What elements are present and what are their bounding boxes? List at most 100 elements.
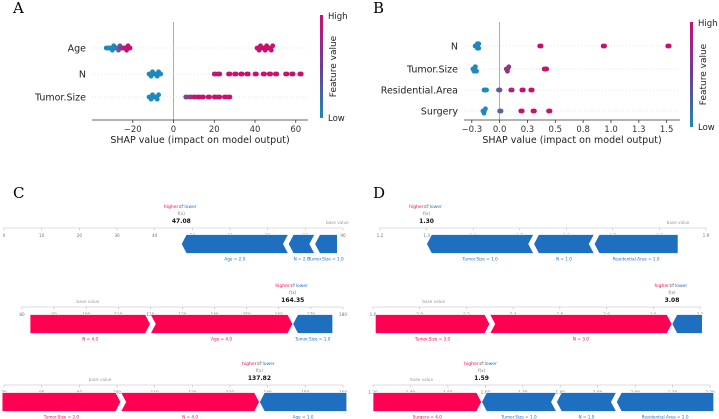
shap-point: [154, 96, 160, 102]
feature-label: Tumor.Size: [406, 65, 458, 76]
force-plot-D2: 1.82.02.22.42.62.83.03.2base valuehigher…: [370, 282, 704, 342]
colorbar-title: Feature value: [329, 35, 339, 97]
force-segment-negative: [287, 234, 316, 254]
legend-lower: lower: [296, 283, 308, 289]
force-tick-label: 1.8: [370, 312, 377, 317]
force-segment-positive: [29, 314, 151, 334]
force-feature-label: Tumor.Size = 1.0: [500, 415, 537, 419]
shap-point: [156, 92, 162, 98]
fx-label: f(x): [423, 211, 431, 216]
force-tick-label: 80: [19, 312, 25, 317]
shap-point: [207, 94, 212, 100]
force-feature-label: N = 1.0: [556, 257, 572, 262]
colorbar-title: Feature value: [699, 43, 709, 105]
force-tick-label: 1.80: [556, 390, 566, 395]
legend-arrows: ⇄: [424, 203, 429, 210]
feature-label: N: [451, 42, 458, 53]
legend-lower: lower: [675, 283, 687, 289]
legend-higher: higher: [275, 283, 290, 289]
shap-point: [509, 87, 515, 93]
base-value-label: base value: [326, 220, 349, 225]
colorbar: [690, 22, 693, 127]
force-feature-label: Residential.Area = 1.0: [613, 257, 660, 262]
shap-point: [547, 108, 553, 114]
force-feature-label: Age = 2.0: [224, 257, 245, 262]
shap-point: [474, 41, 480, 47]
x-tick-label: 40: [250, 125, 261, 135]
force-segment-negative: [671, 314, 703, 334]
colorbar: [320, 15, 323, 118]
shap-point: [532, 108, 537, 114]
x-tick-label: 60: [290, 125, 301, 135]
panel-label-d: D: [373, 184, 385, 202]
legend-higher: higher: [464, 361, 479, 367]
fx-value: 1.30: [419, 218, 434, 225]
shap-point: [298, 71, 304, 77]
force-segment-positive: [149, 314, 294, 334]
force-segment-negative: [259, 392, 348, 412]
shap-point: [245, 71, 251, 77]
force-tick-label: 100: [113, 390, 121, 395]
colorbar-low-label: Low: [698, 123, 715, 133]
legend-arrows: ⇄: [179, 203, 184, 210]
colorbar-low-label: Low: [328, 114, 345, 124]
base-value-label: base value: [89, 377, 112, 382]
colorbar-high-label: High: [698, 19, 718, 29]
feature-label: Tumor.Size: [34, 93, 86, 104]
force-feature-label: Age = 4.0: [211, 337, 232, 342]
force-segment-negative: [180, 234, 289, 254]
force-feature-label: Tumor.Size = 1.0: [461, 257, 498, 262]
fx-value: 137.82: [248, 375, 271, 382]
force-feature-label: N = 4.0: [182, 415, 198, 419]
fx-value: 3.08: [665, 297, 680, 304]
shap-point: [538, 43, 544, 49]
force-feature-label: Tumor.Size = 2.0: [43, 415, 80, 419]
shap-point: [201, 94, 206, 100]
force-tick-label: 40: [152, 233, 158, 238]
x-axis-label: SHAP value (impact on model output): [482, 135, 661, 146]
base-value-label: base value: [422, 299, 445, 304]
x-tick-label: −0.3: [461, 125, 482, 135]
shap-point: [497, 87, 503, 93]
force-plot-C3: 708090100110120130140150160base valuehig…: [1, 360, 347, 419]
shap-point: [239, 71, 245, 77]
fx-value: 47.08: [172, 218, 191, 225]
fx-value: 164.35: [281, 297, 304, 304]
force-plot-D3: 1.301.401.501.601.701.801.902.002.102.20…: [368, 360, 715, 419]
legend-higher: higher: [164, 204, 179, 210]
x-tick-label: 0.5: [549, 125, 563, 135]
shap-point: [127, 45, 133, 51]
force-feature-label: Age = 1.0: [293, 415, 314, 419]
shap-point: [284, 71, 290, 77]
x-tick-label: 0.3: [521, 125, 535, 135]
shap-point: [505, 68, 510, 74]
shap-point: [481, 110, 487, 116]
fx-label: f(x): [178, 211, 186, 216]
fx-label: f(x): [256, 368, 264, 373]
force-segment-positive: [1, 392, 122, 412]
legend-arrows: ⇄: [669, 282, 674, 289]
force-feature-label: Tumor.Size = 3.0: [414, 337, 451, 342]
shap-point: [268, 47, 274, 53]
force-feature-label: N = 2.0: [294, 257, 310, 262]
legend-lower: lower: [485, 361, 497, 367]
legend-arrows: ⇄: [257, 360, 262, 367]
panel-label-b: B: [373, 0, 384, 17]
force-feature-label: Tumor.Size = 1.0: [307, 257, 344, 262]
legend-lower: lower: [262, 361, 274, 367]
panel-label-a: A: [12, 0, 24, 17]
shap-point: [158, 71, 164, 77]
force-tick-label: 30: [114, 233, 120, 238]
base-value-label: base value: [667, 220, 690, 225]
force-segment-negative: [292, 314, 334, 334]
x-tick-label: −20: [124, 125, 142, 135]
shap-point: [227, 71, 233, 77]
shap-point: [474, 68, 479, 74]
force-tick-label: 1.2: [377, 233, 384, 238]
force-feature-label: N = 4.0: [82, 337, 98, 342]
legend-higher: higher: [242, 361, 257, 367]
